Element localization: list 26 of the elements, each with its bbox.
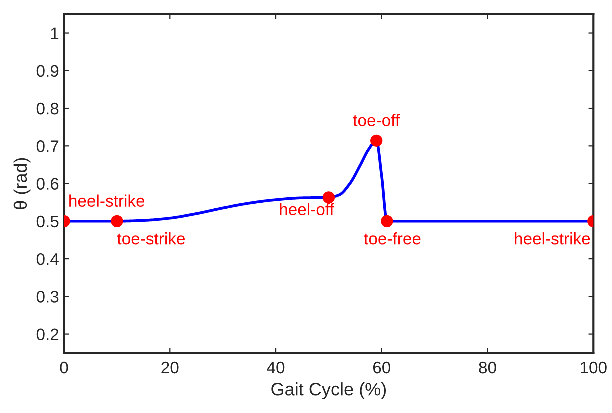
x-tick-label: 100 — [581, 362, 607, 374]
x-tick-label: 0 — [60, 362, 68, 374]
annotation: heel-strike — [70, 194, 145, 208]
x-tick-label: 80 — [479, 362, 496, 374]
y-tick-label: 1 — [51, 28, 59, 40]
y-axis-title: θ (rad) — [14, 158, 31, 210]
y-tick-label: 0.6 — [36, 178, 59, 190]
y-tick-label: 0.3 — [36, 291, 59, 303]
x-tick-label: 20 — [162, 362, 179, 374]
point — [322, 192, 336, 204]
y-tick-label: 0.9 — [36, 65, 59, 78]
y-tick-label: 0.8 — [36, 102, 59, 115]
x-tick-label: 40 — [267, 362, 285, 374]
y-tick-label: 0.5 — [36, 216, 59, 228]
point — [370, 134, 383, 147]
y-tick-label: 0.2 — [36, 328, 59, 341]
x-axis-title: Gait Cycle (%) — [272, 382, 386, 400]
annotation: toe-strike — [117, 232, 185, 245]
x-tick-label: 60 — [373, 362, 391, 374]
annotation: heel-strike — [515, 232, 590, 245]
y-tick-label: 0.7 — [36, 140, 59, 152]
annotation: toe-off — [353, 114, 400, 126]
y-tick-label: 0.4 — [36, 253, 59, 266]
annotation: heel-off — [280, 203, 334, 216]
annotation: toe-free — [364, 232, 421, 245]
point — [381, 215, 394, 228]
